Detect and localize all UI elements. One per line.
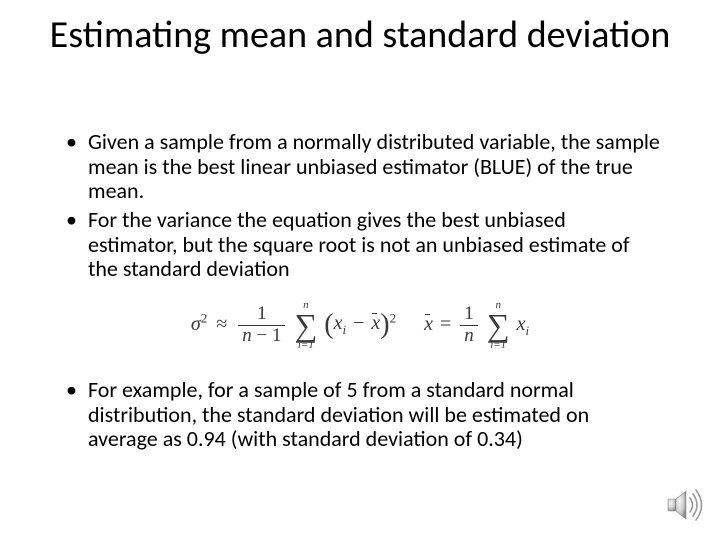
body-text-block-1: Given a sample from a normally distribut… [60,130,660,286]
equation-block: σ2 ≈ 1 n − 1 n ∑ i=1 (xi − x) 2 x = 1 n [0,300,720,351]
bullet-3: For example, for a sample of 5 from a st… [60,378,660,452]
slide: Estimating mean and standard deviation G… [0,0,720,540]
speaker-icon [664,484,706,526]
bullet-1: Given a sample from a normally distribut… [60,130,660,204]
body-text-block-2: For example, for a sample of 5 from a st… [60,378,660,456]
bullet-2: For the variance the equation gives the … [60,208,660,282]
variance-mean-equation: σ2 ≈ 1 n − 1 n ∑ i=1 (xi − x) 2 x = 1 n [191,300,529,351]
slide-title: Estimating mean and standard deviation [0,16,720,56]
